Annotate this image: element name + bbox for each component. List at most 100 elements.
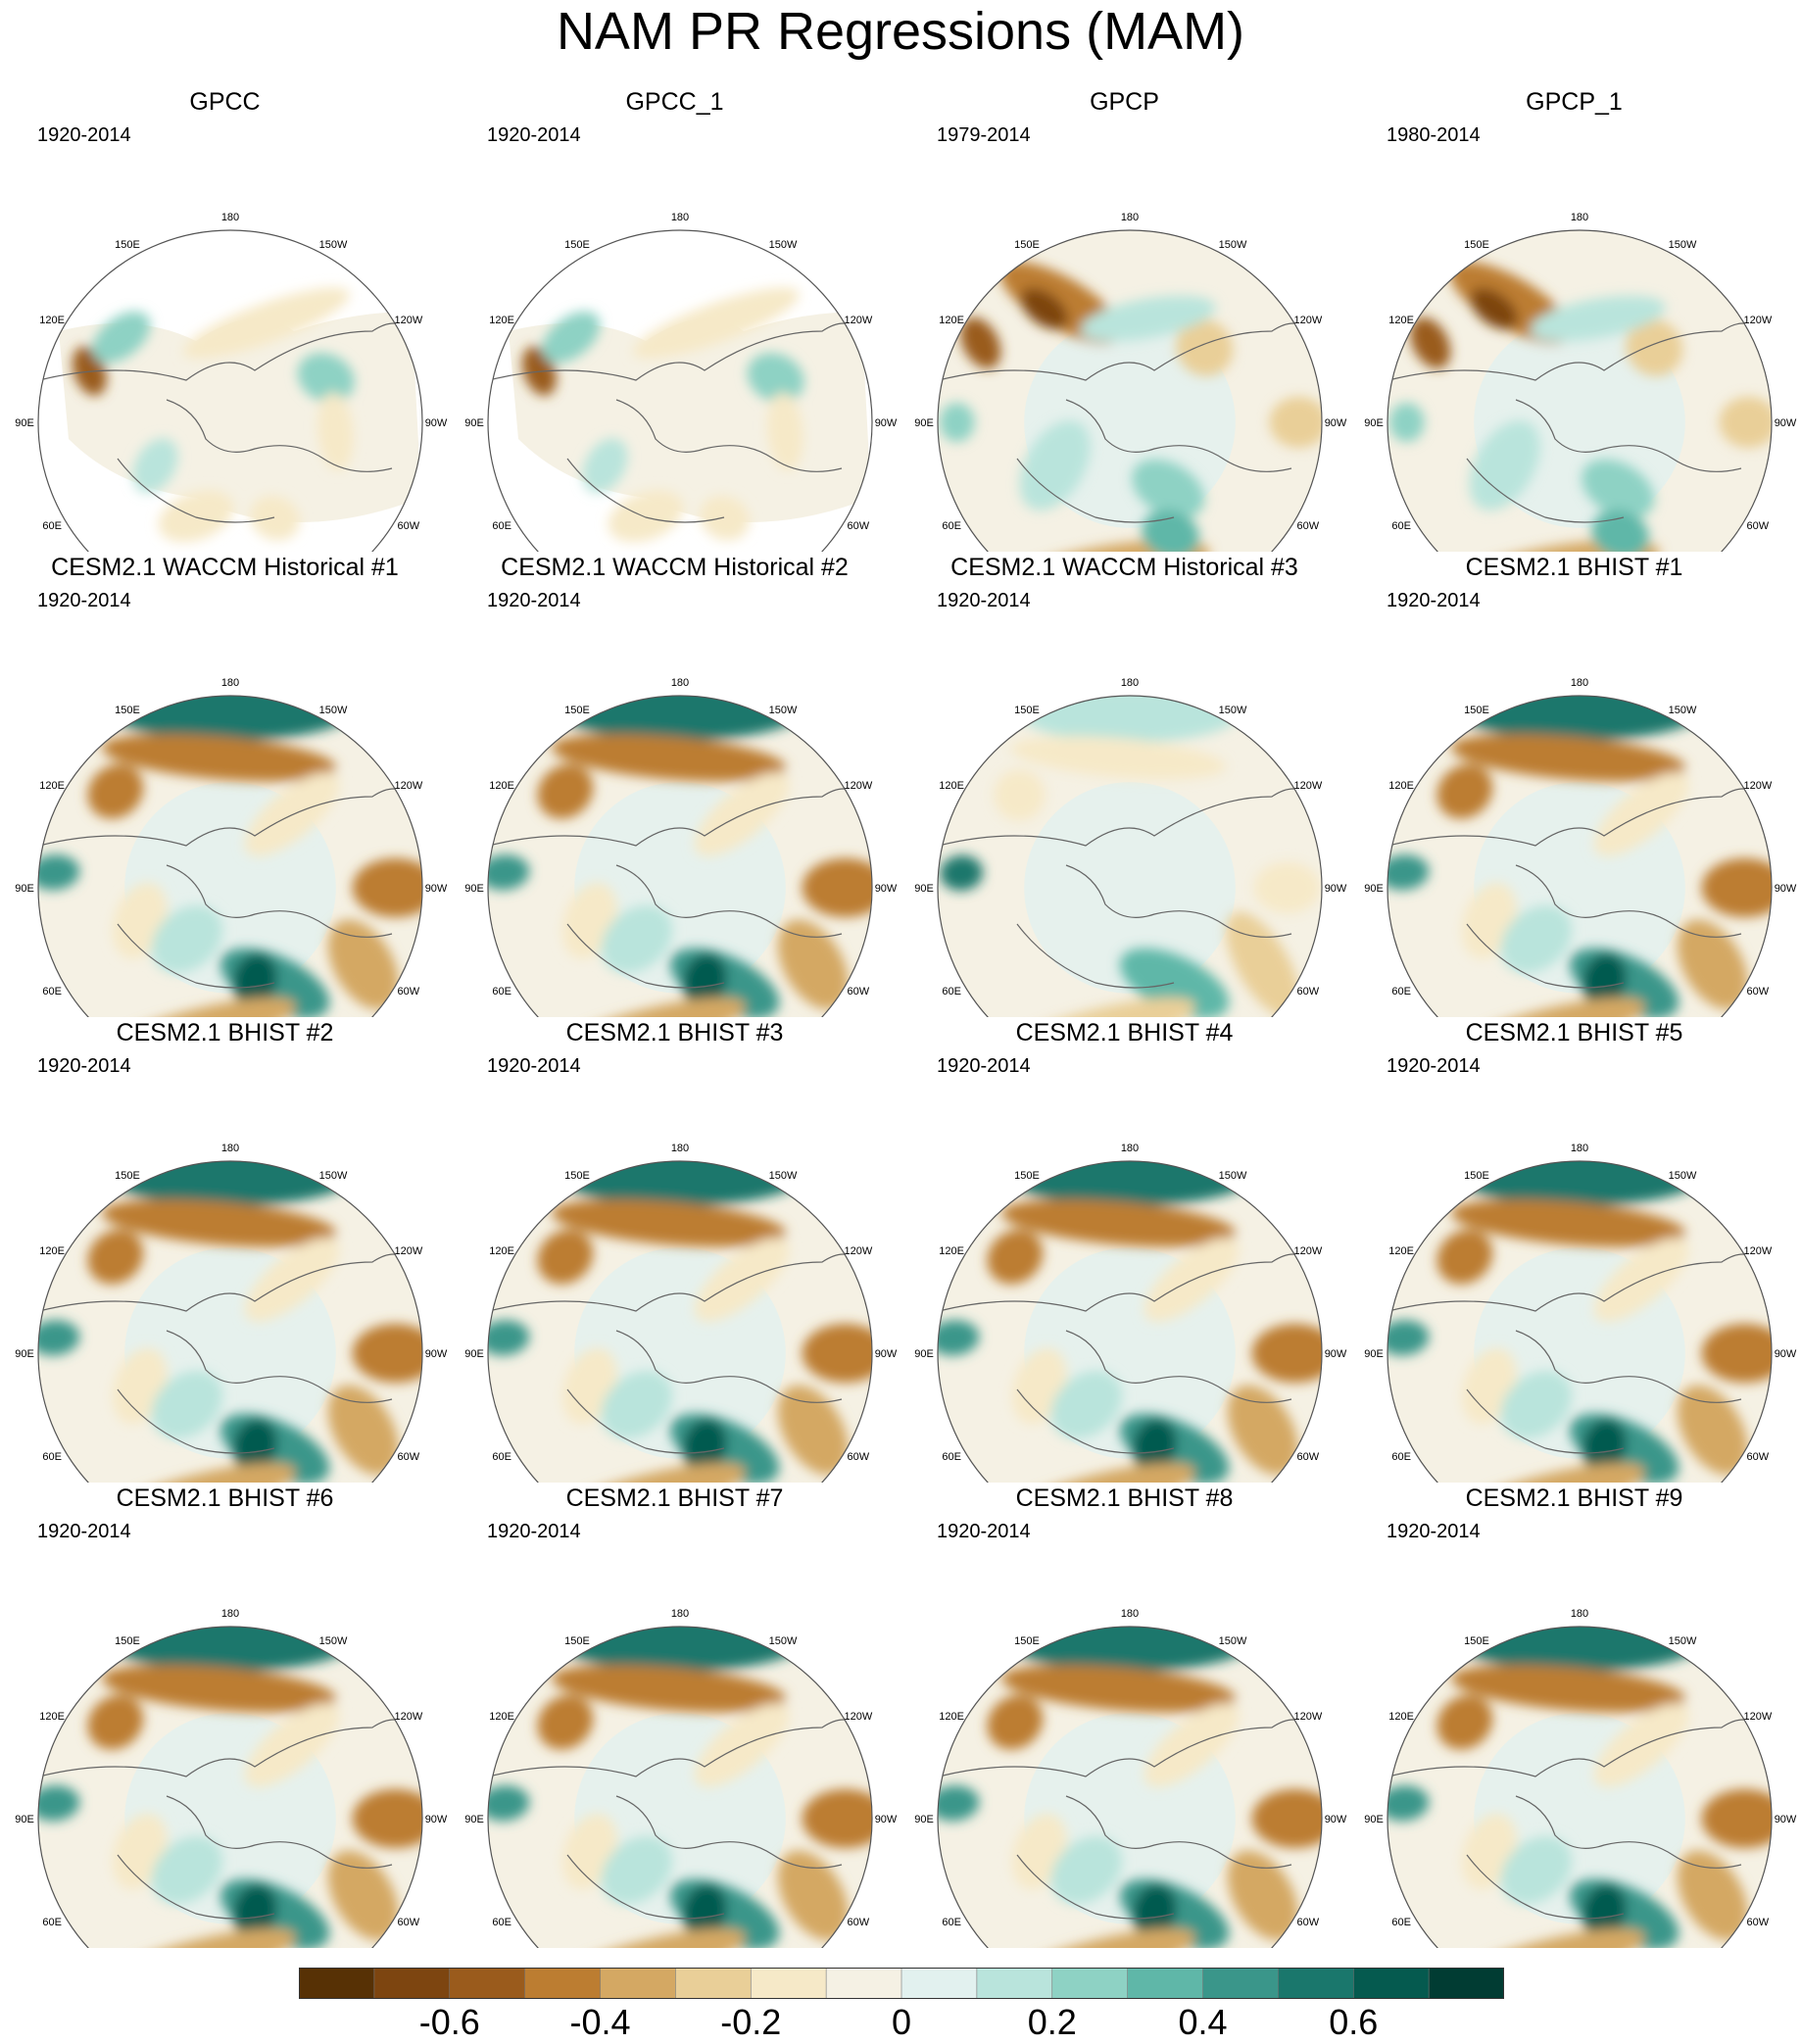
longitude-label: 60W [848, 520, 870, 532]
coastlines [938, 322, 1317, 523]
anomaly-blob [1593, 772, 1689, 856]
polar-map: 180150E120E90E60E30E030W60W90W120W150W [464, 1608, 898, 1948]
map-panel: 180150E120E90E60E30E030W60W90W120W150WCE… [1349, 1483, 1799, 1948]
anomaly-blob [327, 1850, 399, 1941]
polar-map: 180150E120E90E60E30E030W60W90W120W150W [15, 677, 448, 1017]
longitude-label: 120E [39, 315, 65, 326]
anomaly-blob [682, 953, 727, 1008]
panel-period: 1920-2014 [487, 1055, 581, 1077]
anomaly-blob [488, 1320, 530, 1356]
anomaly-blob [542, 311, 601, 364]
longitude-label: 150W [769, 1635, 798, 1647]
longitude-label: 60E [492, 986, 511, 998]
longitude-label: 90E [914, 1814, 934, 1825]
map-outline [487, 1626, 873, 1948]
map-panel: 180150E120E90E60E30E030W60W90W120W150WCE… [900, 1483, 1349, 1948]
longitude-label: 150E [564, 239, 590, 251]
coastlines [1387, 1719, 1767, 1920]
anomaly-blob [232, 1419, 277, 1474]
colorbar-swatch [750, 1968, 827, 1999]
colorbar [299, 1968, 1504, 1999]
anomaly-blob [694, 772, 790, 856]
longitude-label: 60W [398, 1917, 420, 1928]
map-outline [37, 695, 423, 1017]
anomaly-blob [537, 998, 746, 1017]
panel-period: 1920-2014 [937, 1521, 1031, 1542]
panel-period: 1979-2014 [937, 124, 1031, 146]
polar-map: 180150E120E90E60E30E030W60W90W120W150W [464, 1143, 898, 1483]
panel-title: CESM2.1 BHIST #4 [1015, 1019, 1234, 1046]
anomaly-blob [1500, 1371, 1573, 1439]
longitude-label: 180 [671, 677, 689, 689]
anomaly-blob [1000, 1198, 1236, 1247]
anomaly-blob [682, 1884, 727, 1939]
anomaly-blob [1436, 1928, 1645, 1948]
anomaly-blob [1582, 1884, 1627, 1939]
anomaly-blob [1000, 1664, 1236, 1713]
anomaly-blob [1002, 1161, 1257, 1206]
anomaly-blob [1050, 1836, 1123, 1905]
anomaly-blob [1020, 288, 1069, 330]
longitude-label: 120W [394, 780, 422, 792]
longitude-label: 150W [1219, 239, 1247, 251]
longitude-label: 120E [1388, 1245, 1414, 1257]
anomaly-blob [87, 1230, 144, 1285]
map-outline [37, 1160, 423, 1483]
longitude-label: 90E [914, 883, 934, 895]
anomaly-blob [551, 1198, 786, 1247]
anomaly-blob [244, 1238, 340, 1322]
anomaly-blob [352, 1789, 422, 1848]
anomaly-blob [327, 919, 399, 1010]
longitude-label: 60W [848, 986, 870, 998]
anomaly-blob [1582, 953, 1627, 1008]
map-outline [487, 695, 873, 1017]
polar-map: 180150E120E90E60E30E030W60W90W120W150W [1364, 677, 1797, 1017]
anomaly-blob [92, 311, 151, 364]
anomaly-blob [352, 1324, 422, 1383]
anomaly-blob [777, 919, 849, 1010]
colorbar-svg [299, 1968, 1504, 1999]
anomaly-blob [1452, 1161, 1707, 1206]
anomaly-blob [537, 1695, 594, 1750]
map-outline [937, 229, 1323, 552]
anomaly-blob [1582, 459, 1655, 519]
colorbar-swatch [1127, 1968, 1204, 1999]
anomaly-blob [553, 1627, 807, 1672]
longitude-label: 120E [939, 315, 964, 326]
anomaly-blob [1251, 1324, 1322, 1383]
panel-title: GPCP [1090, 88, 1159, 116]
longitude-label: 60E [492, 1917, 511, 1928]
longitude-label: 150E [1464, 239, 1489, 251]
longitude-label: 90E [15, 883, 34, 895]
anomaly-blob [1436, 1230, 1493, 1285]
anomaly-blob [537, 1230, 594, 1285]
anomaly-blob [103, 1627, 358, 1672]
longitude-label: 90W [875, 417, 898, 429]
coastlines [488, 788, 867, 989]
anomaly-blob [38, 854, 80, 891]
coastlines [938, 1719, 1317, 1920]
longitude-label: 90W [425, 1814, 448, 1825]
anomaly-blob [777, 1850, 849, 1941]
map-outline [1387, 695, 1773, 1017]
longitude-label: 90W [425, 883, 448, 895]
anomaly-blob [987, 1695, 1044, 1750]
longitude-label: 150W [769, 239, 798, 251]
anomaly-blob [244, 772, 340, 856]
longitude-label: 180 [671, 212, 689, 223]
longitude-label: 120W [1743, 780, 1772, 792]
anomaly-blob [1144, 1703, 1240, 1787]
anomaly-blob [694, 1238, 790, 1322]
longitude-label: 90W [1775, 417, 1797, 429]
anomaly-blob [87, 764, 144, 819]
longitude-label: 120E [39, 780, 65, 792]
anomaly-blob [87, 1463, 296, 1483]
anomaly-blob [1226, 911, 1300, 1017]
anomaly-blob [1227, 1385, 1298, 1476]
longitude-label: 120E [489, 315, 514, 326]
panel-title: GPCC_1 [625, 88, 724, 116]
longitude-label: 60W [398, 1451, 420, 1463]
anomaly-blob [158, 490, 234, 543]
longitude-label: 60E [1391, 1451, 1411, 1463]
longitude-label: 120W [1293, 315, 1322, 326]
